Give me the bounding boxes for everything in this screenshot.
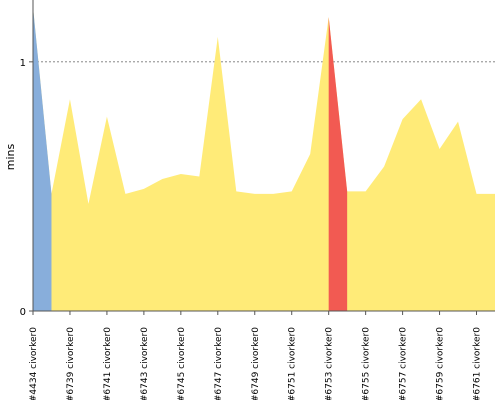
highlight-segment-red (328, 16, 348, 311)
x-tick-label: #6753 civorker0 (325, 327, 335, 400)
x-tick-label: #6761 civorker0 (473, 327, 483, 400)
x-tick-label: #6755 civorker0 (362, 327, 372, 400)
axes (32, 0, 495, 312)
x-tick-label: #6747 civorker0 (214, 327, 224, 400)
x-tick-label: #4434 civorker0 (29, 327, 39, 400)
x-tick-label: #6745 civorker0 (177, 327, 187, 400)
y-tick-label: 1 (20, 58, 26, 69)
y-tick-label: 0 (20, 307, 26, 318)
area-fill (33, 7, 495, 312)
x-tick-label: #6759 civorker0 (436, 327, 446, 400)
x-tick-label: #6741 civorker0 (103, 327, 113, 400)
x-tick-label: #6751 civorker0 (288, 327, 298, 400)
area-series (33, 7, 495, 312)
x-tick-label: #6757 civorker0 (399, 327, 409, 400)
x-tick-label: #6743 civorker0 (140, 327, 150, 400)
y-axis-label: mins (4, 143, 17, 170)
x-tick-label: #6739 civorker0 (66, 327, 76, 400)
x-tick-labels: #4434 civorker0 #6739 civorker0 #6741 civo… (29, 311, 483, 402)
y-tick-labels: 01 (20, 58, 33, 318)
highlight-segment-blue (33, 7, 52, 312)
x-tick-label: #6749 civorker0 (251, 327, 261, 400)
